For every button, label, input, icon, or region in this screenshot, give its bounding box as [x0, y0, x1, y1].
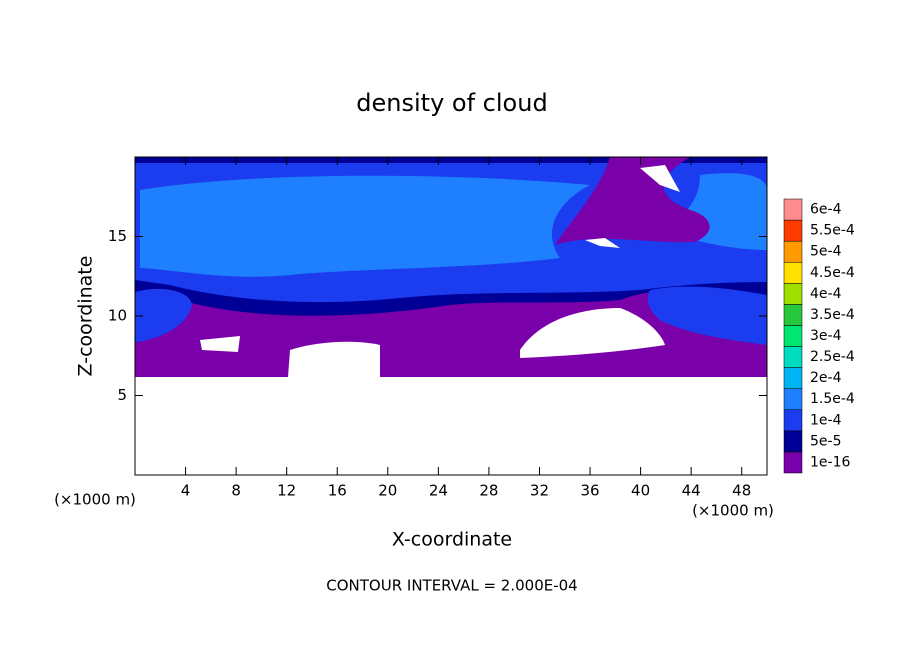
colorbar-swatch — [783, 346, 803, 368]
colorbar-label: 1e-16 — [810, 454, 850, 470]
no-data-area — [135, 377, 767, 475]
no-data-area — [288, 341, 380, 377]
colorbar-label: 3.5e-4 — [810, 307, 855, 323]
x-tick-label: 16 — [328, 482, 347, 500]
x-tick-label: 28 — [479, 482, 498, 500]
contour-region — [140, 175, 590, 277]
no-data-area — [640, 165, 680, 192]
colorbar-swatch — [783, 325, 803, 347]
y-unit-label: (×1000 m) — [54, 491, 136, 509]
no-data-area — [520, 308, 665, 358]
colorbar-swatch — [783, 283, 803, 305]
y-tick-label: 15 — [108, 227, 127, 245]
x-axis-label: X-coordinate — [392, 529, 512, 551]
x-tick-label: 32 — [530, 482, 549, 500]
colorbar-swatch — [783, 304, 803, 326]
no-data-area — [200, 336, 240, 352]
x-unit-label: (×1000 m) — [692, 502, 774, 520]
chart-title: density of cloud — [356, 89, 547, 117]
colorbar-swatch — [783, 240, 803, 263]
no-data-area — [135, 165, 767, 475]
colorbar-swatch — [783, 367, 803, 389]
footer-note: CONTOUR INTERVAL = 2.000E-04 — [326, 577, 577, 595]
contour-field — [135, 157, 767, 475]
x-tick-label: 40 — [631, 482, 650, 500]
x-tick-label: 8 — [231, 482, 241, 500]
colorbar-label: 4e-4 — [810, 286, 842, 302]
contour-region — [647, 286, 767, 345]
x-tick-label: 24 — [429, 482, 448, 500]
colorbar-label: 3e-4 — [810, 328, 842, 344]
x-tick-label: 12 — [277, 482, 296, 500]
x-tick-label: 44 — [682, 482, 701, 500]
colorbar-label: 5.5e-4 — [810, 223, 855, 239]
colorbar-swatch — [783, 451, 803, 474]
colorbar-swatch — [783, 430, 803, 453]
colorbar-swatch — [783, 388, 803, 411]
colorbar-label: 4.5e-4 — [810, 265, 855, 281]
contour-region — [555, 157, 710, 245]
colorbar-label: 2e-4 — [810, 370, 842, 386]
colorbar-label: 2.5e-4 — [810, 349, 855, 365]
colorbar-label: 1e-4 — [810, 412, 842, 428]
colorbar-swatch — [783, 219, 803, 242]
colorbar-label: 6e-4 — [810, 202, 842, 218]
x-tick-label: 4 — [181, 482, 191, 500]
x-tick-label: 36 — [580, 482, 599, 500]
x-tick-label: 48 — [732, 482, 751, 500]
x-tick-label: 20 — [378, 482, 397, 500]
colorbar-swatch — [783, 198, 803, 221]
contour-region — [135, 288, 192, 342]
no-data-area — [585, 238, 620, 248]
colorbar-swatch — [783, 261, 803, 284]
y-tick-label: 10 — [108, 307, 127, 325]
colorbar-label: 5e-5 — [810, 433, 841, 449]
y-tick-label: 5 — [117, 386, 127, 404]
y-axis-label: Z-coordinate — [75, 256, 97, 377]
colorbar-swatch — [783, 409, 803, 432]
colorbar-label: 1.5e-4 — [810, 391, 855, 407]
colorbar-label: 5e-4 — [810, 244, 842, 260]
